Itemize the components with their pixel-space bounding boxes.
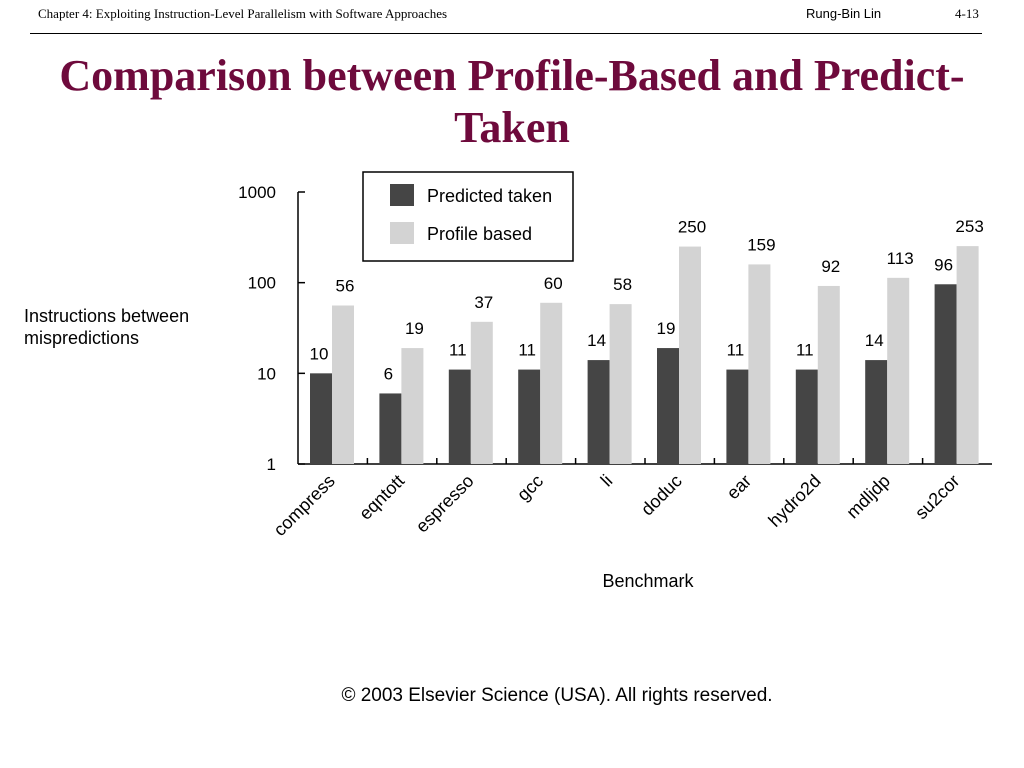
bar-predicted-taken xyxy=(934,284,957,464)
bar-predicted-taken xyxy=(448,369,471,464)
x-axis-label: Benchmark xyxy=(602,571,694,591)
bar-predicted-taken xyxy=(795,369,818,464)
bar-profile-based xyxy=(956,246,979,464)
data-label: 11 xyxy=(449,341,467,360)
data-label: 19 xyxy=(657,319,676,338)
y-axis-label: Instructions between xyxy=(24,306,189,326)
bar-profile-based xyxy=(887,277,910,464)
header-divider xyxy=(30,33,982,34)
x-tick-label-eqntott: eqntott xyxy=(355,471,408,524)
bar-profile-based xyxy=(748,264,771,464)
x-tick-label-mdljdp: mdljdp xyxy=(842,471,894,523)
x-tick-label-ear: ear xyxy=(723,471,756,504)
data-label: 253 xyxy=(955,217,983,236)
bar-profile-based xyxy=(332,305,354,464)
data-label: 60 xyxy=(544,274,563,293)
data-label: 92 xyxy=(821,257,840,276)
bar-predicted-taken xyxy=(865,360,888,464)
y-tick-label: 1 xyxy=(267,455,276,474)
legend-label-profile-based: Profile based xyxy=(427,224,532,244)
data-label: 6 xyxy=(384,364,393,383)
data-label: 96 xyxy=(934,255,953,274)
copyright-footer: © 2003 Elsevier Science (USA). All right… xyxy=(341,685,773,706)
y-axis-label: mispredictions xyxy=(24,328,139,348)
y-tick-label: 1000 xyxy=(238,183,276,202)
bar-profile-based xyxy=(540,302,563,464)
header-author: Rung-Bin Lin xyxy=(806,6,882,21)
x-tick-label-li: li xyxy=(597,471,617,491)
data-label: 14 xyxy=(865,331,884,350)
legend-swatch-profile-based xyxy=(390,222,414,244)
data-label: 19 xyxy=(405,319,424,338)
x-tick-label-hydro2d: hydro2d xyxy=(764,471,824,531)
data-label: 11 xyxy=(518,341,536,360)
y-tick-label: 100 xyxy=(248,274,276,293)
data-label: 37 xyxy=(474,293,493,312)
bar-profile-based xyxy=(817,285,840,464)
legend-label-predicted-taken: Predicted taken xyxy=(427,186,552,206)
chart-legend: Predicted taken Profile based xyxy=(362,171,574,262)
data-label: 11 xyxy=(796,341,814,360)
chart-data-labels: 10 56 6 19 11 37 11 60 14 58 19 250 11 159 11 92 14 113 96… xyxy=(310,217,984,383)
bar-chart: 1 10 100 1000 Instructions betweenmispredict… xyxy=(24,171,992,591)
bar-predicted-taken xyxy=(726,369,749,464)
slide-title: Comparison between Profile-Based and Pre… xyxy=(59,51,965,152)
header-page-number: 4-13 xyxy=(955,6,979,21)
bar-predicted-taken xyxy=(379,393,402,464)
data-label: 250 xyxy=(678,218,706,237)
bar-predicted-taken xyxy=(310,373,332,464)
bar-profile-based xyxy=(609,304,632,464)
x-tick-label-su2cor: su2cor xyxy=(911,471,963,523)
bar-predicted-taken xyxy=(657,348,679,464)
data-label: 159 xyxy=(747,235,775,254)
legend-swatch-predicted-taken xyxy=(390,184,414,206)
bar-profile-based xyxy=(679,246,701,464)
data-label: 11 xyxy=(727,341,745,360)
data-label: 113 xyxy=(887,249,914,268)
data-label: 58 xyxy=(613,275,632,294)
x-tick-label-gcc: gcc xyxy=(513,471,547,505)
chart-bars xyxy=(310,246,979,464)
x-tick-label-compress: compress xyxy=(270,471,339,540)
bar-predicted-taken xyxy=(518,369,541,464)
data-label: 10 xyxy=(310,344,329,363)
header-chapter: Chapter 4: Exploiting Instruction-Level … xyxy=(38,6,448,21)
x-tick-label-doduc: doduc xyxy=(637,471,686,520)
bar-profile-based xyxy=(401,348,424,464)
data-label: 14 xyxy=(587,331,606,350)
x-tick-label-espresso: espresso xyxy=(412,471,478,537)
data-label: 56 xyxy=(336,276,355,295)
bar-predicted-taken xyxy=(587,360,610,464)
y-tick-label: 10 xyxy=(257,364,276,383)
chart-x-tick-labels: compress eqntott espresso gcc li doduc ear hydr… xyxy=(270,471,964,540)
bar-profile-based xyxy=(470,321,493,464)
